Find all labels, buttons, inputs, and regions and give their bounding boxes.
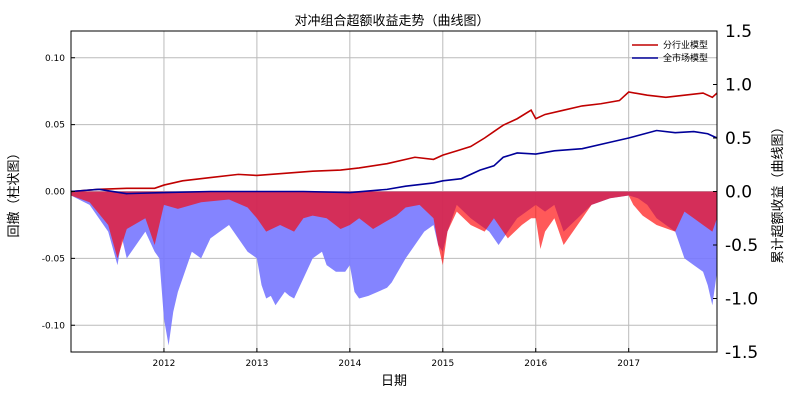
x-tick-label: 2017 [617, 359, 640, 369]
left-y-tick-label: -0.05 [42, 254, 65, 264]
x-tick-label: 2014 [338, 359, 361, 369]
drawdown-area-series-1 [71, 191, 717, 266]
left-y-tick-label: -0.10 [42, 321, 66, 331]
chart-title: 对冲组合超额收益走势（曲线图） [294, 13, 489, 29]
right-y-tick-label: 0.0 [725, 183, 752, 203]
left-y-tick-label: 0.00 [45, 188, 65, 198]
drawdown-areas [71, 191, 717, 346]
drawdown-area-series-2 [71, 191, 717, 346]
legend-label-series-1: 分行业模型 [663, 39, 708, 51]
excess-return-line-series-1 [70, 91, 718, 193]
x-tick-label: 2012 [152, 359, 175, 369]
right-y-tick-label: -1.5 [725, 343, 758, 363]
legend: 分行业模型 全市场模型 [632, 39, 708, 64]
legend-label-series-2: 全市场模型 [663, 52, 708, 64]
left-y-axis: 0.10 0.05 0.00 -0.05 -0.10 [42, 54, 75, 331]
x-tick-label: 2016 [524, 359, 547, 369]
x-axis: 2012 2013 2014 2015 2016 2017 [152, 348, 640, 369]
left-y-tick-label: 0.10 [45, 54, 65, 64]
right-y-tick-label: 0.5 [725, 129, 752, 149]
right-y-axis-label: 累计超额收益（曲线图） [771, 120, 786, 263]
right-y-tick-label: -1.0 [725, 290, 758, 310]
right-y-tick-label: 1.5 [725, 22, 752, 42]
x-tick-label: 2013 [245, 359, 268, 369]
left-y-tick-label: 0.05 [45, 121, 65, 131]
excess-return-lines [70, 91, 718, 195]
excess-return-line-series-2 [70, 129, 718, 195]
x-tick-label: 2015 [431, 359, 454, 369]
right-y-tick-label: -0.5 [725, 236, 758, 256]
left-y-axis-label: 回撤（柱状图） [6, 146, 22, 237]
x-axis-label: 日期 [381, 374, 407, 389]
right-y-tick-label: 1.0 [725, 76, 752, 96]
right-y-axis: 1.5 1.0 0.5 0.0 -0.5 -1.0 -1.5 [713, 22, 758, 363]
